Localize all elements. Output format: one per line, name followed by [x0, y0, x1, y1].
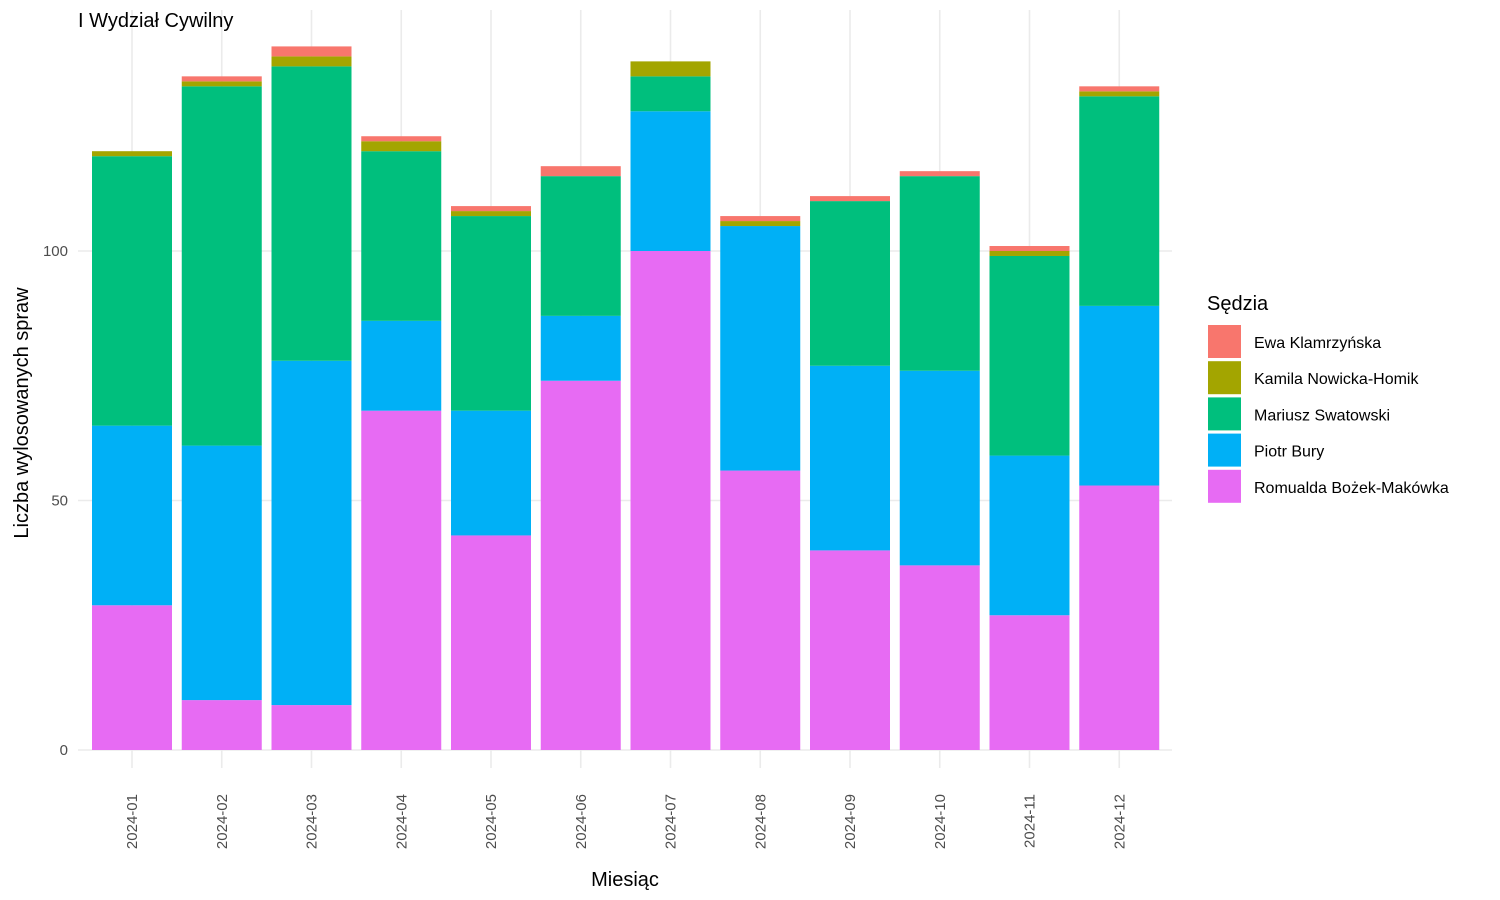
legend-swatch [1208, 325, 1241, 358]
bar-segment [1079, 91, 1160, 97]
bar-segment [630, 111, 711, 251]
bar-segment [810, 550, 890, 750]
bar-segment [92, 425, 172, 606]
x-tick-label: 2024-09 [842, 794, 859, 849]
bar-segment [361, 320, 442, 411]
x-axis-ticks: 2024-01 2024-02 2024-03 2024-04 2024-05 2024-… [124, 794, 1128, 849]
chart-title: I Wydział Cywilny [78, 10, 233, 32]
legend-title: Sędzia [1207, 293, 1269, 315]
bar-segment [630, 61, 711, 77]
bar-segment [810, 196, 890, 202]
bar-segment [810, 365, 890, 551]
bar-segment [361, 410, 442, 750]
legend: Sędzia Ewa Klamrzyńska Kamila Nowicka-Hom… [1207, 293, 1449, 503]
legend-label: Romualda Bożek-Makówka [1254, 480, 1449, 497]
bar-segment [989, 455, 1070, 616]
legend-swatch [1208, 433, 1241, 467]
bar-segment [271, 66, 352, 361]
bar-segment [451, 206, 531, 212]
legend-swatch [1208, 361, 1241, 395]
bar-segment [451, 410, 531, 536]
bar-segment [989, 255, 1070, 456]
bar-segment [451, 211, 531, 217]
bar-segment [899, 171, 980, 177]
x-tick-label: 2024-04 [393, 794, 410, 849]
bar-segment [899, 176, 980, 371]
bars [92, 46, 1160, 750]
x-tick-label: 2024-08 [752, 794, 769, 849]
y-tick-label: 100 [43, 243, 68, 260]
x-tick-label: 2024-11 [1022, 794, 1039, 848]
x-tick-label: 2024-07 [663, 794, 680, 849]
y-axis-title: Liczba wylosowanych spraw [11, 287, 33, 539]
bar-segment [720, 470, 801, 750]
legend-swatch [1208, 469, 1241, 503]
bar-segment [181, 76, 262, 82]
bar-segment [361, 141, 442, 152]
bar-segment [92, 151, 172, 157]
bar-segment [271, 360, 352, 706]
bar-segment [899, 565, 980, 750]
bar-segment [1079, 305, 1160, 486]
bar-segment [181, 86, 262, 446]
bar-segment [181, 445, 262, 701]
bar-segment [181, 700, 262, 750]
x-tick-label: 2024-05 [483, 794, 500, 849]
x-tick-label: 2024-10 [932, 794, 949, 849]
bar-segment [361, 151, 442, 321]
bar-segment [451, 216, 531, 411]
legend-label: Mariusz Swatowski [1254, 407, 1390, 424]
bar-segment [181, 81, 262, 87]
y-axis-ticks: 0 50 100 [43, 243, 68, 759]
x-tick-label: 2024-06 [573, 794, 590, 849]
y-tick-label: 0 [60, 742, 68, 759]
x-tick-label: 2024-02 [214, 794, 231, 849]
bar-segment [540, 380, 621, 750]
bar-segment [630, 76, 711, 112]
y-tick-label: 50 [51, 493, 68, 510]
bar-segment [271, 56, 352, 67]
bar-segment [451, 535, 531, 750]
bar-segment [92, 156, 172, 426]
bar-segment [1079, 86, 1160, 92]
legend-label: Piotr Bury [1254, 444, 1324, 461]
bar-segment [720, 216, 801, 222]
legend-label: Ewa Klamrzyńska [1254, 335, 1381, 352]
bar-segment [271, 46, 352, 57]
bar-segment [720, 221, 801, 227]
legend-label: Kamila Nowicka-Homik [1254, 371, 1419, 388]
x-tick-label: 2024-03 [304, 794, 321, 849]
bar-segment [1079, 485, 1160, 750]
bar-segment [810, 201, 890, 366]
x-axis-title: Miesiąc [591, 869, 659, 891]
bar-segment [720, 226, 801, 471]
legend-items: Ewa Klamrzyńska Kamila Nowicka-Homik Mariu… [1208, 325, 1449, 503]
bar-segment [1079, 96, 1160, 306]
legend-swatch [1208, 397, 1241, 431]
bar-segment [361, 136, 442, 142]
bar-segment [899, 370, 980, 566]
x-tick-label: 2024-12 [1111, 794, 1128, 849]
bar-segment [989, 615, 1070, 750]
bar-segment [540, 315, 621, 381]
bar-segment [989, 246, 1070, 251]
bar-segment [989, 251, 1070, 256]
x-tick-label: 2024-01 [124, 794, 141, 849]
bar-segment [630, 251, 711, 750]
bar-segment [92, 605, 172, 750]
bar-segment [271, 705, 352, 750]
bar-segment [540, 166, 621, 177]
bar-segment [540, 176, 621, 316]
